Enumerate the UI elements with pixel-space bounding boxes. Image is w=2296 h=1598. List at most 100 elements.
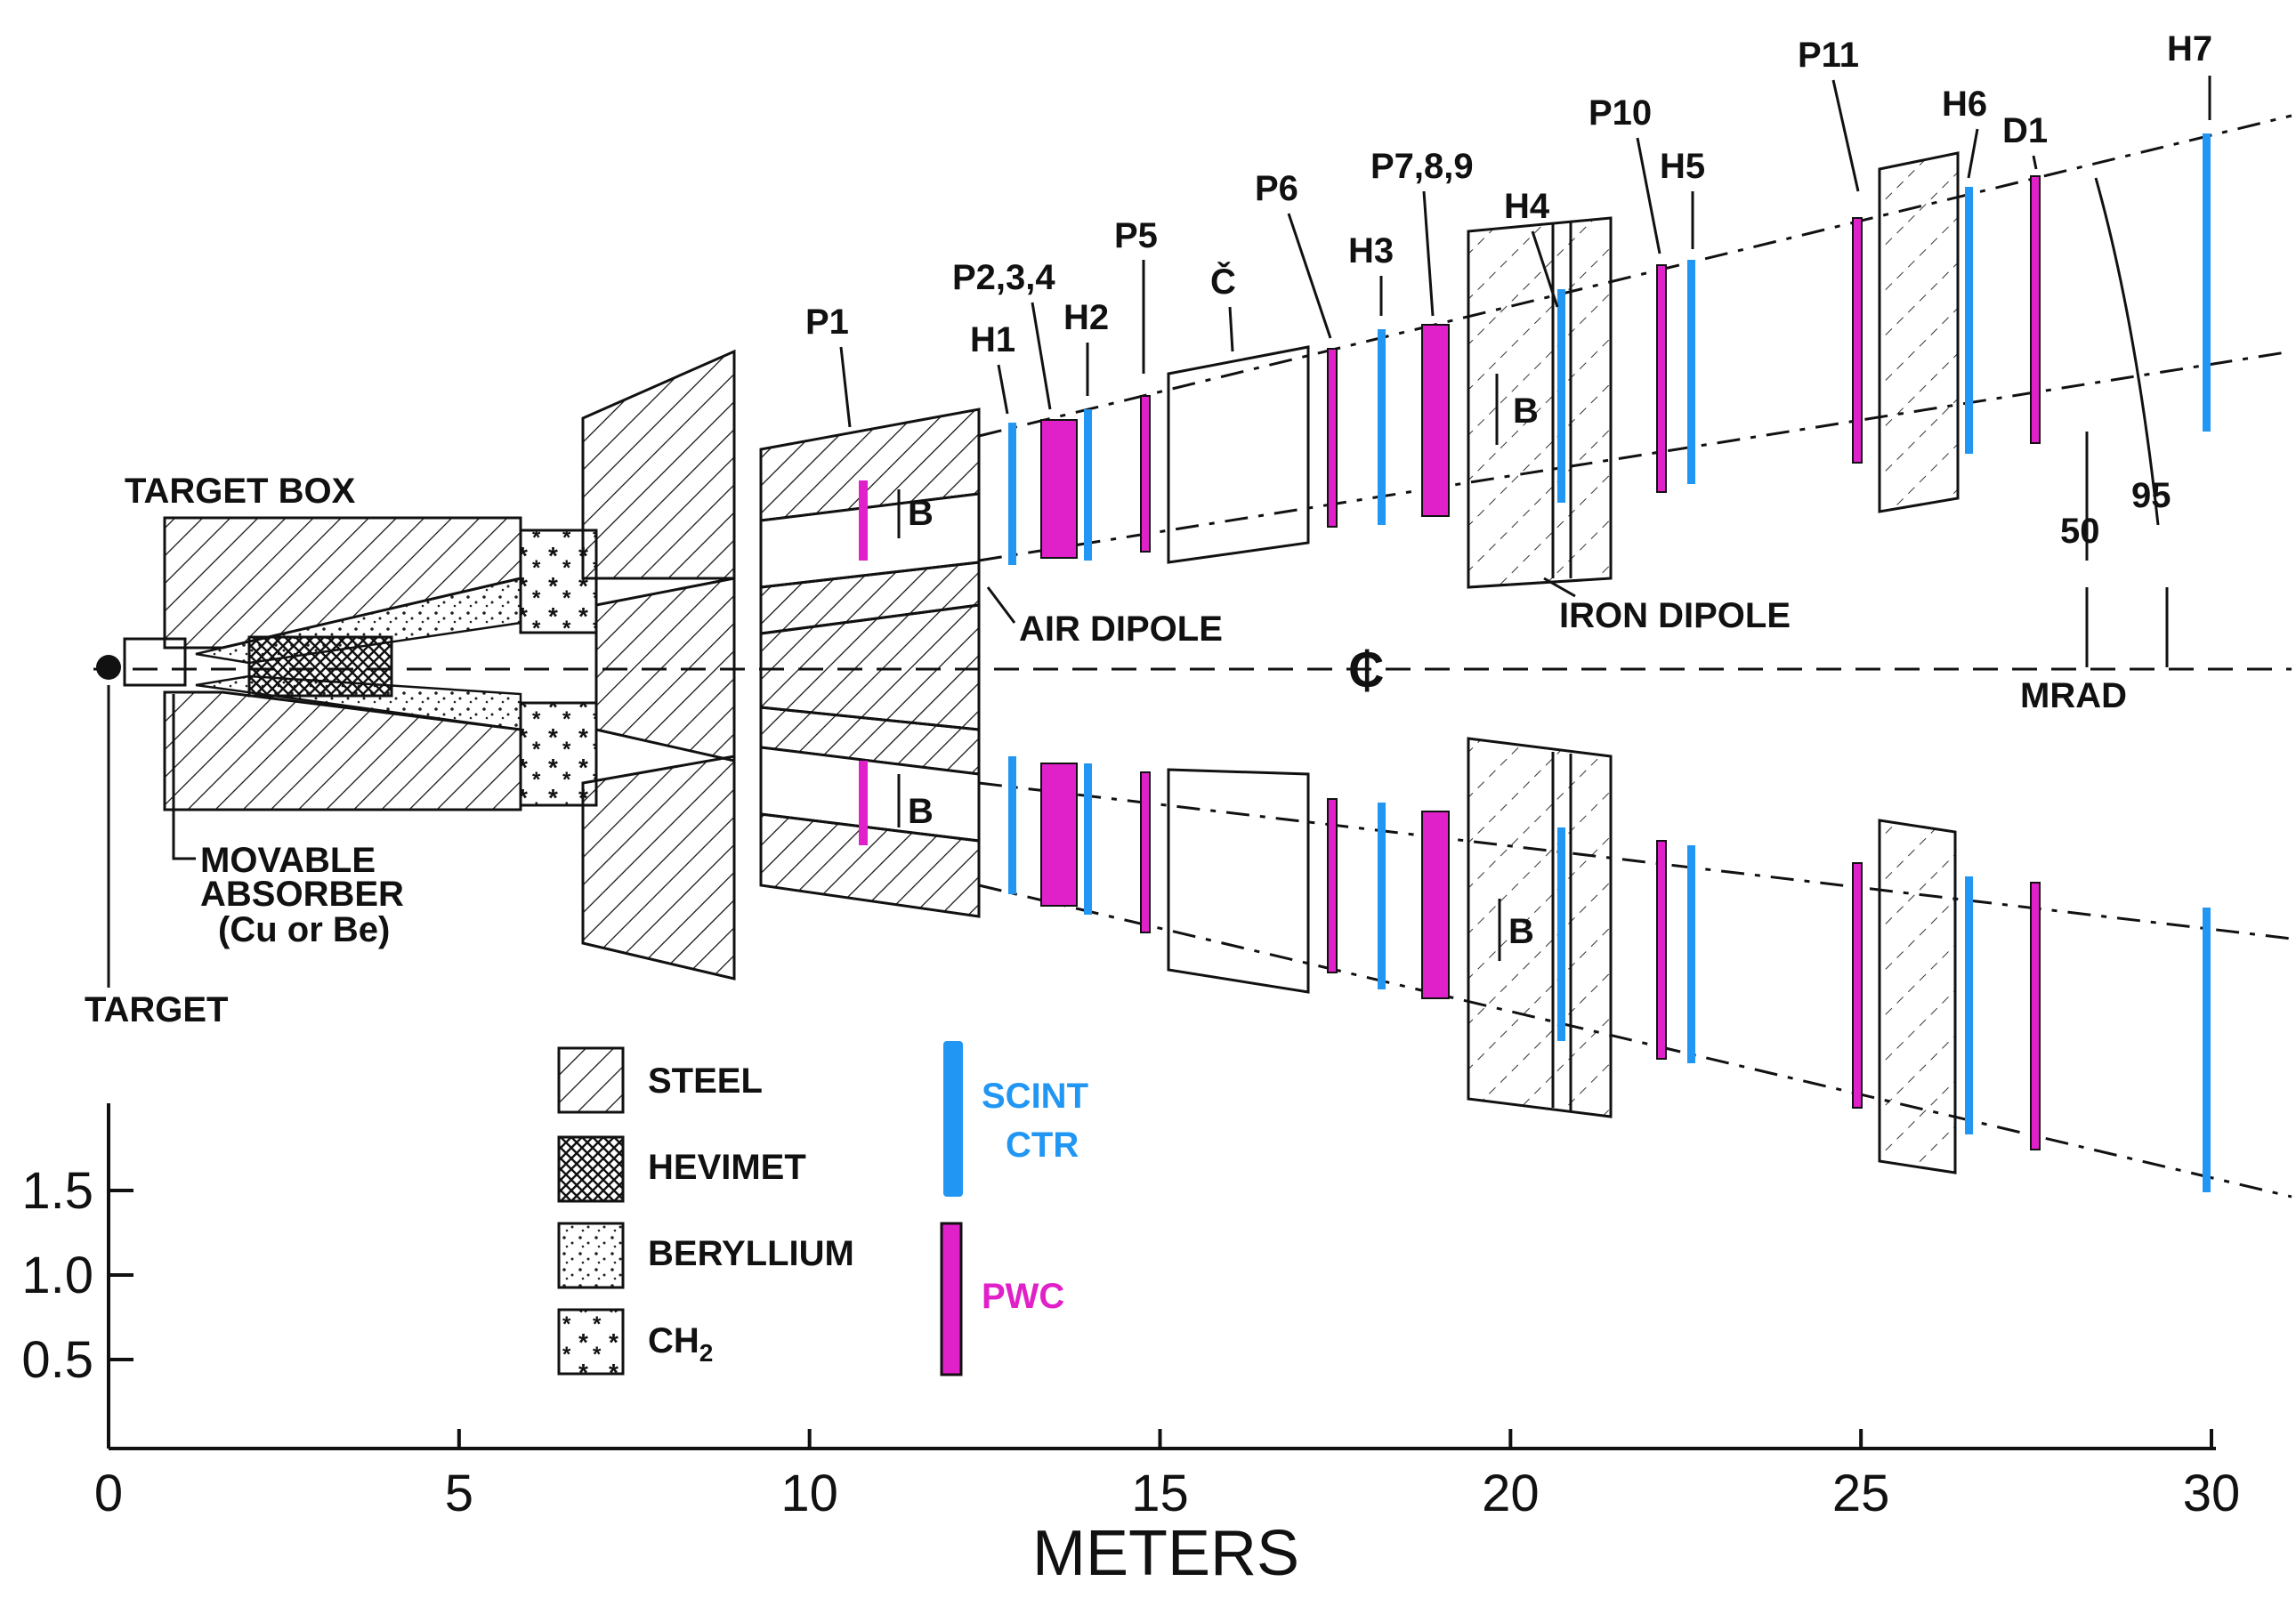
legend-pwc-swatch — [940, 1222, 963, 1376]
cherenkov-upper — [1167, 345, 1310, 564]
b-field-iron-upper-label: B — [1513, 391, 1539, 431]
h3-upper — [1378, 329, 1386, 525]
legend-scint-swatch — [943, 1041, 963, 1197]
x-tick-label: 25 — [1832, 1465, 1890, 1522]
h1-lower — [1008, 756, 1016, 894]
label-h1: H1 — [970, 320, 1015, 359]
iron-dipole-label: IRON DIPOLE — [1559, 596, 1791, 635]
target-box — [96, 516, 522, 811]
angle-95-label: 95 — [2131, 476, 2171, 515]
label-c: Č — [1210, 261, 1236, 302]
label-p789: P7,8,9 — [1370, 147, 1474, 186]
iron-dipole — [1467, 216, 1613, 1118]
steel-wall — [581, 349, 736, 981]
p11-lower — [1852, 862, 1863, 1109]
label-h4: H4 — [1504, 187, 1550, 226]
centerline-symbol: ₵ — [1348, 642, 1384, 698]
absorber-label: ABSORBER — [200, 875, 404, 914]
label-d1: D1 — [2002, 111, 2048, 150]
d1-upper — [2030, 175, 2041, 444]
legend-hevimet-swatch — [557, 1135, 625, 1203]
movable-label: MOVABLE — [200, 841, 376, 880]
acceptance-lines — [978, 114, 2292, 1198]
p11-upper — [1852, 217, 1863, 464]
absorber-material-label: (Cu or Be) — [218, 910, 390, 949]
label-h2: H2 — [1063, 298, 1109, 337]
x-tick-label: 30 — [2183, 1465, 2241, 1522]
x-tick-label: 10 — [780, 1465, 838, 1522]
legend-ch2-swatch — [557, 1308, 625, 1376]
d1-lower — [2030, 882, 2041, 1150]
label-h3: H3 — [1348, 231, 1394, 270]
angle-50-label: 50 — [2060, 512, 2100, 551]
legend-scint-label: SCINT — [982, 1077, 1088, 1116]
label-p5: P5 — [1114, 216, 1158, 255]
h6-upper — [1965, 187, 1973, 454]
p6-upper — [1327, 348, 1338, 528]
p1-lower — [859, 761, 868, 845]
p1-upper — [859, 480, 868, 561]
legend-beryllium-swatch — [557, 1222, 625, 1289]
legend-beryllium-label: BERYLLIUM — [648, 1234, 854, 1273]
label-p11: P11 — [1798, 36, 1859, 75]
mrad-label: MRAD — [2020, 676, 2127, 715]
x-tick-label: 15 — [1131, 1465, 1189, 1522]
air-dipole — [759, 408, 981, 918]
label-p234: P2,3,4 — [952, 258, 1055, 297]
h7-upper — [2203, 133, 2211, 432]
x-tick-label: 0 — [94, 1465, 123, 1522]
legend-pwc-label: PWC — [982, 1277, 1064, 1316]
h7-lower — [2203, 908, 2211, 1192]
target-label: TARGET — [85, 990, 228, 1029]
label-p1: P1 — [805, 303, 849, 342]
scale-axes: 0 5 10 15 20 25 30 1.5 1.0 0.5 METERS — [21, 1103, 2240, 1589]
legend-steel-label: STEEL — [648, 1061, 763, 1101]
h2-lower — [1084, 763, 1092, 915]
h2-upper — [1084, 409, 1092, 561]
hevimet-block — [247, 635, 393, 698]
h4-lower — [1557, 827, 1565, 1041]
h6-lower — [1965, 876, 1973, 1134]
y-tick-label: 0.5 — [21, 1331, 93, 1389]
legend-ctr-label: CTR — [1006, 1126, 1079, 1165]
detectors — [859, 133, 2211, 1192]
region-arrows — [107, 177, 2169, 988]
label-p6: P6 — [1255, 169, 1298, 208]
label-h5: H5 — [1660, 147, 1705, 186]
p10-upper — [1656, 264, 1667, 493]
p234-lower — [1040, 763, 1078, 907]
target-marker — [96, 655, 121, 680]
p234-upper — [1040, 419, 1078, 559]
p6-lower — [1327, 798, 1338, 973]
y-tick-label: 1.5 — [21, 1162, 93, 1220]
h3-lower — [1378, 803, 1386, 989]
legend-steel-swatch — [557, 1046, 625, 1114]
h5-lower — [1687, 845, 1695, 1063]
legend-hevimet-label: HEVIMET — [648, 1148, 806, 1187]
h4-upper — [1557, 289, 1565, 503]
p789-lower — [1421, 811, 1450, 999]
b-field-iron-lower-label: B — [1508, 912, 1534, 951]
label-p10: P10 — [1589, 93, 1652, 133]
x-tick-label: 5 — [445, 1465, 473, 1522]
h5-upper — [1687, 260, 1695, 484]
y-tick-label: 1.0 — [21, 1247, 93, 1304]
legend-ch2-label: CH2 — [648, 1321, 713, 1367]
h1-upper — [1008, 423, 1016, 565]
cherenkov-lower — [1167, 768, 1310, 994]
steel-block-lower — [1878, 819, 1957, 1174]
x-axis-label: METERS — [1032, 1518, 1299, 1589]
x-tick-label: 20 — [1482, 1465, 1540, 1522]
steel-block-upper — [1878, 151, 1960, 513]
p5-upper — [1140, 395, 1151, 553]
label-arrows — [839, 76, 2211, 428]
label-h6: H6 — [1942, 85, 1987, 124]
air-dipole-label: AIR DIPOLE — [1019, 609, 1223, 649]
b-field-lower-label: B — [908, 792, 934, 831]
p10-lower — [1656, 840, 1667, 1060]
movable-absorber-box — [123, 637, 187, 687]
legend: STEEL HEVIMET BERYLLIUM CH2 SCINT CTR PW… — [557, 1041, 1088, 1376]
target-box-label: TARGET BOX — [125, 472, 356, 511]
p789-upper — [1421, 324, 1450, 517]
